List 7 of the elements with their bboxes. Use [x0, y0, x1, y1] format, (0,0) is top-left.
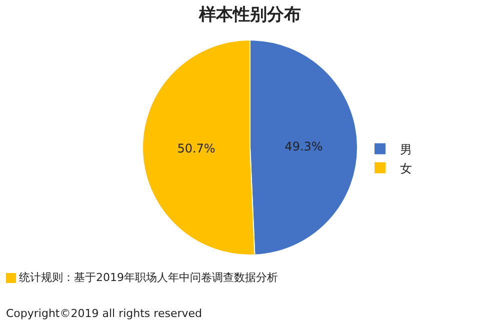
- text: 统计规则：基于2019年职场人年中问卷调查数据分析: [19, 270, 278, 285]
- data-label: 50.7%: [177, 142, 216, 156]
- legend-label: 女: [400, 159, 412, 176]
- text: Copyright©2019 all rights reserved: [6, 307, 202, 320]
- chart-title: 样本性别分布: [198, 4, 301, 25]
- data-label: 49.3%: [284, 139, 323, 154]
- legend-label: 男: [400, 140, 412, 158]
